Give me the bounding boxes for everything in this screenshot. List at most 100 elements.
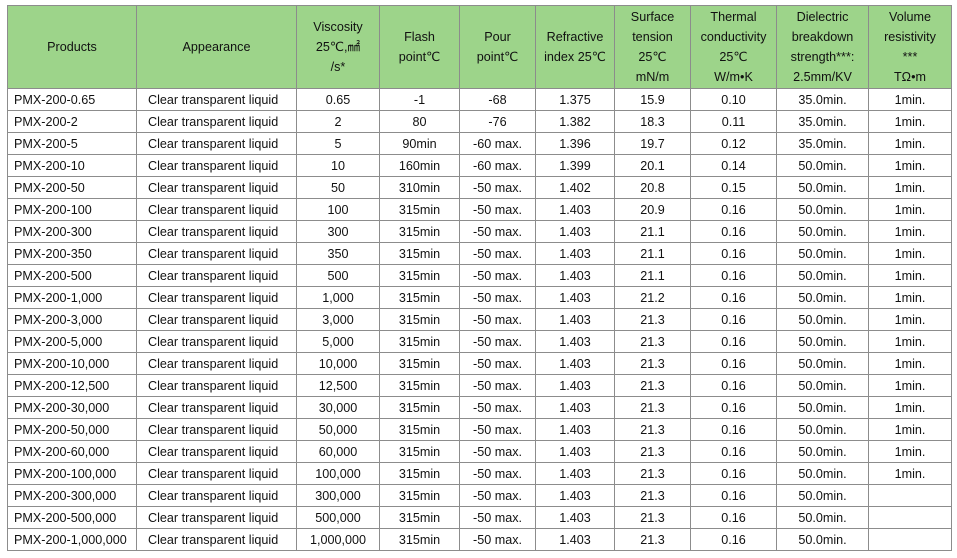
cell-pour: -50 max.: [459, 528, 536, 551]
cell-viscosity: 30,000: [296, 396, 380, 419]
cell-viscosity: 50,000: [296, 418, 380, 441]
cell-viscosity: 500: [296, 264, 380, 287]
table-row: PMX-200-10 Clear transparent liquid 10 160m…: [7, 154, 952, 177]
column-header-line: Volume: [888, 10, 931, 24]
cell-viscosity: 0.65: [296, 88, 380, 111]
cell-surface: 19.7: [614, 132, 691, 155]
cell-surface: 21.3: [614, 484, 691, 507]
cell-products: PMX-200-60,000: [7, 440, 137, 463]
table-row: PMX-200-5,000 Clear transparent liquid 5,0…: [7, 330, 952, 353]
cell-appearance: Clear transparent liquid: [136, 308, 297, 331]
table-row: PMX-200-100,000 Clear transparent liquid 1…: [7, 462, 952, 485]
cell-pour: -50 max.: [459, 286, 536, 309]
cell-pour: -50 max.: [459, 264, 536, 287]
cell-dielectric: 35.0min.: [776, 88, 869, 111]
cell-flash: 315min: [379, 198, 460, 221]
cell-thermal: 0.14: [690, 154, 777, 177]
cell-appearance: Clear transparent liquid: [136, 418, 297, 441]
cell-viscosity: 1,000: [296, 286, 380, 309]
cell-volume: [868, 484, 952, 507]
column-header-thermal: Thermal conductivity 25℃ W/m•K: [690, 5, 777, 89]
cell-appearance: Clear transparent liquid: [136, 462, 297, 485]
table-row: PMX-200-50 Clear transparent liquid 50 310m…: [7, 176, 952, 199]
cell-refractive: 1.403: [535, 462, 615, 485]
cell-flash: 315min: [379, 242, 460, 265]
cell-products: PMX-200-10,000: [7, 352, 137, 375]
cell-pour: -50 max.: [459, 440, 536, 463]
column-header-line: Pour: [484, 30, 511, 44]
cell-flash: 315min: [379, 440, 460, 463]
cell-products: PMX-200-1,000,000: [7, 528, 137, 551]
cell-dielectric: 50.0min.: [776, 308, 869, 331]
cell-thermal: 0.12: [690, 132, 777, 155]
column-header-line: conductivity: [700, 30, 767, 44]
cell-products: PMX-200-300,000: [7, 484, 137, 507]
cell-viscosity: 100,000: [296, 462, 380, 485]
cell-thermal: 0.10: [690, 88, 777, 111]
cell-viscosity: 300: [296, 220, 380, 243]
cell-volume: 1min.: [868, 132, 952, 155]
cell-refractive: 1.399: [535, 154, 615, 177]
cell-viscosity: 300,000: [296, 484, 380, 507]
column-header-line: Dielectric: [796, 10, 849, 24]
table-row: PMX-200-300 Clear transparent liquid 300 31…: [7, 220, 952, 243]
table-row: PMX-200-500,000 Clear transparent liquid 5…: [7, 506, 952, 529]
cell-products: PMX-200-100: [7, 198, 137, 221]
cell-volume: 1min.: [868, 88, 952, 111]
cell-surface: 21.3: [614, 330, 691, 353]
table-body: PMX-200-0.65 Clear transparent liquid 0.65…: [7, 88, 952, 551]
cell-flash: 90min: [379, 132, 460, 155]
cell-refractive: 1.403: [535, 440, 615, 463]
table-row: PMX-200-50,000 Clear transparent liquid 50…: [7, 418, 952, 441]
table-header: Products Appearance Viscosity 25℃,㎟ /s* Flash…: [7, 5, 952, 89]
header-row: Products Appearance Viscosity 25℃,㎟ /s* Flash…: [7, 5, 952, 89]
cell-viscosity: 12,500: [296, 374, 380, 397]
cell-appearance: Clear transparent liquid: [136, 242, 297, 265]
table-row: PMX-200-300,000 Clear transparent liquid 3…: [7, 484, 952, 507]
cell-products: PMX-200-12,500: [7, 374, 137, 397]
cell-pour: -50 max.: [459, 484, 536, 507]
table-row: PMX-200-5 Clear transparent liquid 5 90min -…: [7, 132, 952, 155]
cell-flash: 160min: [379, 154, 460, 177]
cell-flash: 315min: [379, 506, 460, 529]
cell-dielectric: 50.0min.: [776, 506, 869, 529]
cell-pour: -50 max.: [459, 220, 536, 243]
cell-appearance: Clear transparent liquid: [136, 198, 297, 221]
cell-volume: 1min.: [868, 198, 952, 221]
cell-flash: 315min: [379, 396, 460, 419]
cell-pour: -50 max.: [459, 176, 536, 199]
cell-thermal: 0.16: [690, 286, 777, 309]
cell-pour: -50 max.: [459, 242, 536, 265]
cell-dielectric: 50.0min.: [776, 198, 869, 221]
column-header-line: Refractive: [546, 30, 604, 44]
cell-thermal: 0.16: [690, 484, 777, 507]
cell-volume: 1min.: [868, 220, 952, 243]
cell-dielectric: 35.0min.: [776, 132, 869, 155]
cell-surface: 21.1: [614, 242, 691, 265]
cell-surface: 21.3: [614, 374, 691, 397]
cell-surface: 20.8: [614, 176, 691, 199]
cell-surface: 21.3: [614, 308, 691, 331]
cell-viscosity: 100: [296, 198, 380, 221]
cell-surface: 21.3: [614, 418, 691, 441]
cell-thermal: 0.16: [690, 374, 777, 397]
cell-thermal: 0.16: [690, 264, 777, 287]
column-header-dielectric: Dielectric breakdown strength***: 2.5mm/KV: [776, 5, 869, 89]
cell-thermal: 0.16: [690, 330, 777, 353]
cell-volume: 1min.: [868, 418, 952, 441]
cell-dielectric: 50.0min.: [776, 418, 869, 441]
cell-appearance: Clear transparent liquid: [136, 220, 297, 243]
cell-dielectric: 50.0min.: [776, 528, 869, 551]
column-header-surface: Surface tension 25℃ mN/m: [614, 5, 691, 89]
cell-refractive: 1.402: [535, 176, 615, 199]
cell-surface: 21.1: [614, 220, 691, 243]
cell-appearance: Clear transparent liquid: [136, 88, 297, 111]
table-row: PMX-200-10,000 Clear transparent liquid 10…: [7, 352, 952, 375]
cell-dielectric: 50.0min.: [776, 176, 869, 199]
cell-appearance: Clear transparent liquid: [136, 528, 297, 551]
cell-pour: -68: [459, 88, 536, 111]
column-header-line: Thermal: [710, 10, 757, 24]
cell-products: PMX-200-3,000: [7, 308, 137, 331]
cell-surface: 21.3: [614, 396, 691, 419]
column-header-appearance: Appearance: [136, 5, 297, 89]
